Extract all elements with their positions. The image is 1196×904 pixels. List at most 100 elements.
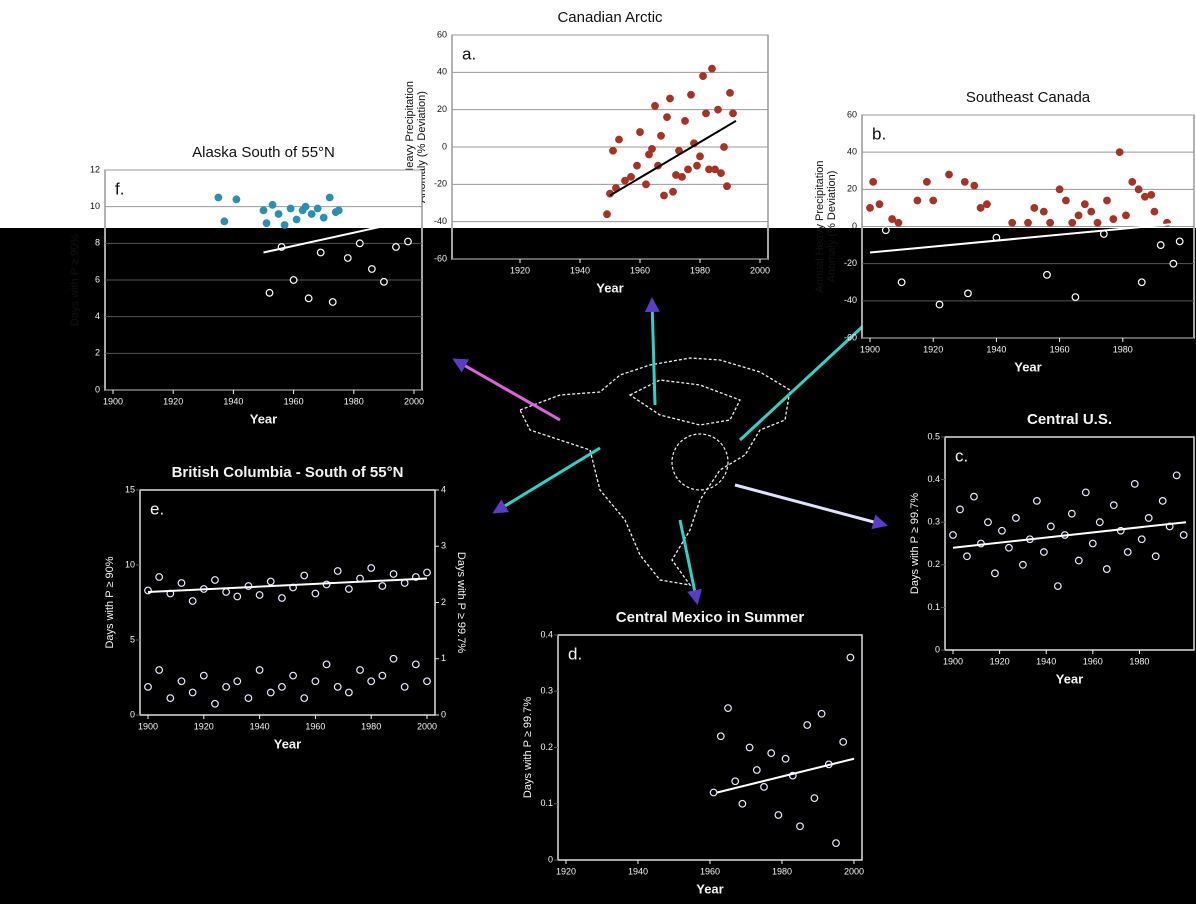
- data-point: [875, 200, 884, 209]
- x-tick-label: 1960: [284, 396, 304, 406]
- data-point: [333, 567, 342, 575]
- data-point: [1074, 211, 1083, 220]
- data-point: [1008, 218, 1017, 227]
- y-tick-label: 4: [95, 311, 100, 321]
- data-point: [367, 677, 376, 686]
- x-axis-label: Year: [250, 411, 277, 426]
- y2-axis-label: Days with P ≥ 99.7%: [455, 552, 467, 653]
- data-point: [259, 206, 268, 215]
- data-point: [714, 105, 722, 114]
- x-tick-label: 1900: [860, 344, 880, 354]
- data-point: [1074, 556, 1083, 565]
- data-point: [389, 654, 398, 663]
- x-tick-label: 1920: [163, 396, 183, 406]
- y-tick-label: 60: [437, 29, 447, 39]
- data-point: [633, 161, 641, 170]
- data-point: [603, 210, 611, 219]
- x-tick-label: 1940: [628, 866, 648, 876]
- y-tick-label: -40: [434, 216, 447, 226]
- data-point: [278, 682, 286, 691]
- data-point: [319, 213, 328, 222]
- data-point: [866, 204, 874, 212]
- data-point: [963, 552, 971, 561]
- x-tick-label: 1980: [361, 721, 381, 731]
- data-point: [648, 144, 656, 153]
- data-point: [255, 591, 264, 599]
- panel-label: d.: [568, 644, 582, 663]
- data-point: [810, 794, 819, 803]
- x-tick-label: 1960: [305, 721, 325, 731]
- data-point: [1134, 185, 1143, 194]
- x-tick-label: 1960: [630, 265, 650, 275]
- data-point: [1179, 531, 1188, 539]
- x-axis-label: Year: [1014, 359, 1041, 374]
- data-point: [983, 200, 991, 209]
- data-point: [684, 165, 692, 174]
- data-point: [709, 788, 718, 797]
- x-tick-label: 1960: [1050, 344, 1070, 354]
- data-point: [1046, 522, 1055, 531]
- data-point: [839, 737, 848, 746]
- y-tick-label: 0: [130, 709, 135, 719]
- data-point: [913, 196, 922, 205]
- data-point: [651, 102, 659, 110]
- arrow: [738, 312, 878, 442]
- data-point: [355, 239, 364, 248]
- y-tick-label: 0.4: [540, 629, 553, 639]
- panel-label: e.: [150, 499, 164, 518]
- data-point: [1068, 218, 1077, 227]
- data-point: [1115, 148, 1124, 157]
- data-point: [274, 210, 283, 218]
- data-point: [1071, 293, 1080, 302]
- x-tick-label: 2000: [844, 866, 864, 876]
- data-point: [333, 682, 342, 691]
- x-tick-label: 1940: [570, 265, 590, 275]
- data-point: [1172, 471, 1181, 480]
- data-point: [767, 749, 776, 758]
- panel-label: f.: [115, 179, 124, 198]
- y-tick-label: 0.3: [927, 517, 940, 527]
- data-point: [678, 172, 686, 181]
- data-point: [211, 576, 219, 584]
- data-point: [803, 721, 812, 729]
- data-point: [1088, 539, 1097, 548]
- data-point: [344, 585, 353, 593]
- y-tick-label: -20: [434, 179, 447, 189]
- data-point: [392, 243, 400, 251]
- data-point: [1095, 518, 1104, 527]
- data-point: [356, 666, 364, 674]
- chart-title: Southeast Canada: [966, 89, 1091, 106]
- x-axis-label: Year: [696, 881, 723, 896]
- x-tick-label: 1940: [223, 396, 243, 406]
- data-point: [307, 210, 316, 218]
- y-axis-label: Days with P ≥ 90%: [69, 234, 81, 326]
- x-tick-label: 1920: [194, 721, 214, 731]
- data-point: [693, 161, 701, 170]
- data-point: [1005, 543, 1013, 552]
- data-point: [723, 182, 731, 191]
- x-tick-label: 1920: [556, 866, 576, 876]
- data-point: [423, 568, 431, 577]
- arrow: [734, 483, 888, 530]
- data-point: [1123, 548, 1132, 556]
- data-point: [166, 694, 175, 703]
- data-point: [311, 589, 320, 598]
- data-point: [311, 677, 320, 686]
- x-tick-label: 1980: [344, 396, 364, 406]
- y-tick-label: 0.2: [927, 559, 940, 569]
- data-point: [1093, 218, 1102, 227]
- x-tick-label: 2000: [750, 265, 770, 275]
- x-tick-label: 2000: [417, 721, 437, 731]
- data-point: [155, 573, 164, 581]
- x-axis-label: Year: [596, 280, 623, 295]
- data-point: [244, 694, 253, 703]
- data-point: [699, 72, 707, 80]
- data-point: [720, 143, 728, 151]
- data-point: [313, 204, 322, 213]
- data-point: [280, 221, 289, 229]
- data-point: [1144, 514, 1153, 522]
- y-tick-label: 0: [442, 141, 447, 151]
- data-point: [367, 564, 376, 572]
- trend-line: [263, 218, 415, 254]
- data-point: [752, 766, 761, 774]
